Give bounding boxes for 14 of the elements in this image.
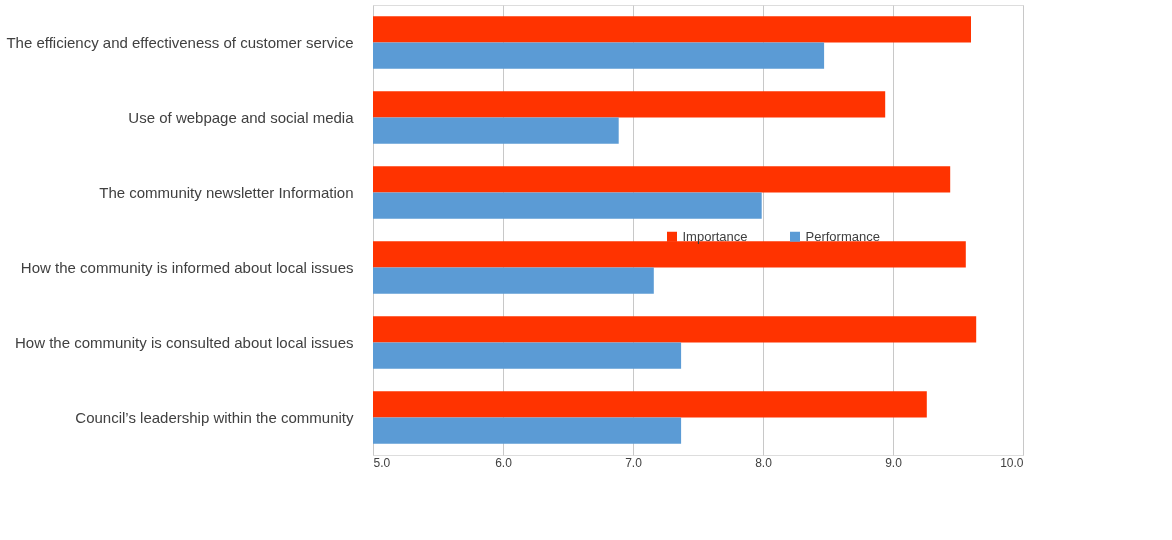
y-tick-label: How the community is informed about local issues [20, 258, 354, 276]
y-tick-label: The efficiency and effectiveness of customer service [6, 33, 354, 51]
x-tick-label: 7.0 [625, 455, 643, 470]
x-tick-label: 8.0 [755, 455, 773, 470]
legend-label: Performance [805, 228, 880, 244]
x-tick-label: 5.0 [373, 455, 391, 470]
x-tick-label: 6.0 [495, 455, 513, 470]
x-tick-label: 9.0 [885, 455, 903, 470]
x-tick-label: 10.0 [1000, 455, 1024, 470]
y-tick-label: The community newsletter Information [99, 183, 354, 201]
legend-label: Importance [682, 228, 748, 244]
y-tick-label: Council’s leadership within the community [75, 408, 354, 426]
y-tick-label: Use of webpage and social media [128, 108, 355, 126]
y-tick-label: How the community is consulted about local issues [15, 333, 354, 351]
